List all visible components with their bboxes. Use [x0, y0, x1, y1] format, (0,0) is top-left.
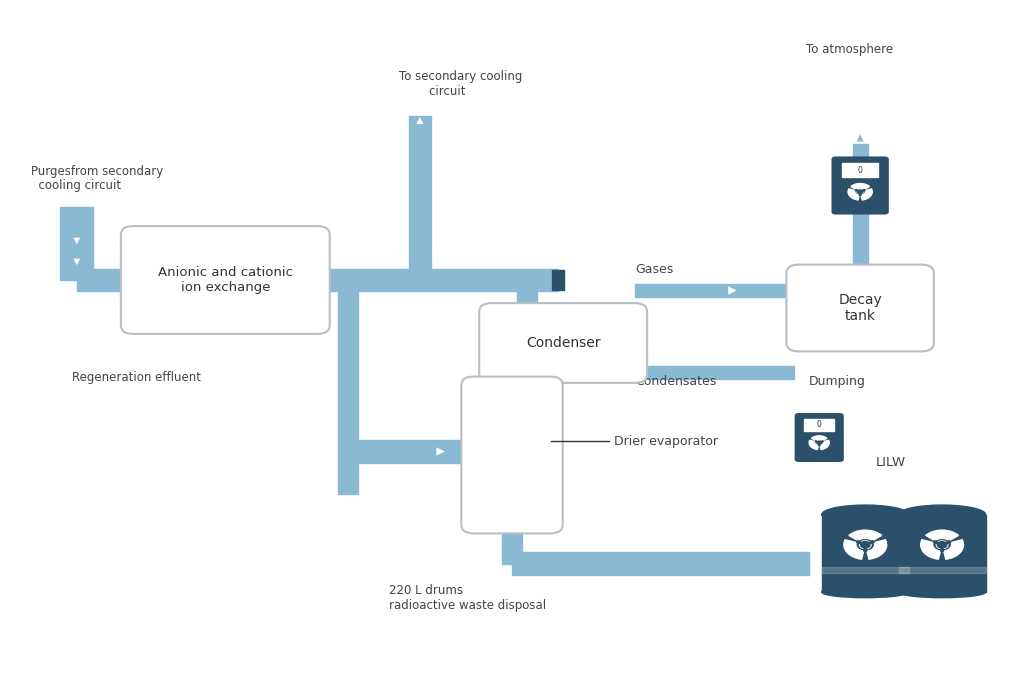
Wedge shape [811, 436, 827, 441]
Text: Drier evaporator: Drier evaporator [614, 435, 719, 447]
FancyBboxPatch shape [786, 265, 934, 351]
Wedge shape [820, 440, 829, 449]
Bar [821, 514, 909, 592]
Bar [843, 163, 878, 177]
Wedge shape [809, 440, 818, 449]
Circle shape [857, 190, 863, 194]
Wedge shape [861, 189, 872, 200]
Wedge shape [859, 192, 861, 195]
Text: Condensates: Condensates [635, 375, 716, 388]
FancyBboxPatch shape [795, 413, 844, 462]
Ellipse shape [899, 505, 985, 524]
FancyBboxPatch shape [831, 157, 889, 214]
Text: Gases: Gases [635, 263, 673, 276]
Text: 220 L drums
radioactive waste disposal: 220 L drums radioactive waste disposal [389, 584, 546, 612]
Bar [522, 372, 534, 384]
Ellipse shape [899, 587, 985, 598]
Wedge shape [856, 540, 865, 545]
Bar [899, 568, 985, 573]
Bar [471, 442, 482, 461]
Text: To secondary cooling
        circuit: To secondary cooling circuit [399, 70, 522, 98]
Wedge shape [851, 183, 869, 190]
Wedge shape [944, 540, 964, 559]
Text: LILW: LILW [876, 456, 906, 468]
Wedge shape [942, 540, 951, 545]
Wedge shape [865, 540, 874, 545]
Bar [315, 270, 326, 290]
Wedge shape [926, 530, 958, 540]
Text: Anionic and cationic
ion exchange: Anionic and cationic ion exchange [158, 266, 293, 294]
FancyBboxPatch shape [121, 226, 330, 334]
Wedge shape [933, 540, 942, 545]
Wedge shape [855, 190, 860, 192]
Bar [799, 285, 810, 296]
Text: 0: 0 [858, 165, 862, 174]
Text: Dumping: Dumping [809, 375, 866, 388]
Wedge shape [849, 530, 882, 540]
Circle shape [936, 541, 948, 549]
Text: To atmosphere: To atmosphere [806, 43, 894, 55]
Wedge shape [860, 190, 865, 192]
Wedge shape [815, 441, 819, 442]
Text: Regeneration effluent: Regeneration effluent [72, 372, 201, 384]
Wedge shape [940, 545, 944, 551]
Ellipse shape [821, 587, 909, 598]
Bar [899, 514, 985, 592]
Wedge shape [818, 442, 820, 446]
Circle shape [860, 542, 870, 548]
Text: Decay
tank: Decay tank [839, 293, 882, 323]
Wedge shape [863, 545, 867, 551]
Bar [522, 337, 534, 349]
Bar [553, 270, 564, 290]
Text: Purgesfrom secondary
  cooling circuit: Purgesfrom secondary cooling circuit [31, 164, 163, 193]
Circle shape [817, 441, 821, 444]
Wedge shape [848, 189, 859, 200]
Wedge shape [844, 540, 863, 559]
FancyBboxPatch shape [461, 377, 563, 533]
FancyBboxPatch shape [479, 303, 647, 383]
Text: Condenser: Condenser [526, 336, 600, 350]
Circle shape [859, 541, 871, 549]
Bar [821, 568, 909, 573]
Circle shape [937, 542, 947, 548]
Wedge shape [867, 540, 887, 559]
Circle shape [857, 190, 863, 194]
Circle shape [816, 441, 822, 444]
Text: 0: 0 [817, 420, 821, 429]
Wedge shape [819, 441, 823, 442]
Ellipse shape [821, 505, 909, 524]
Bar [805, 419, 834, 430]
Wedge shape [921, 540, 940, 559]
